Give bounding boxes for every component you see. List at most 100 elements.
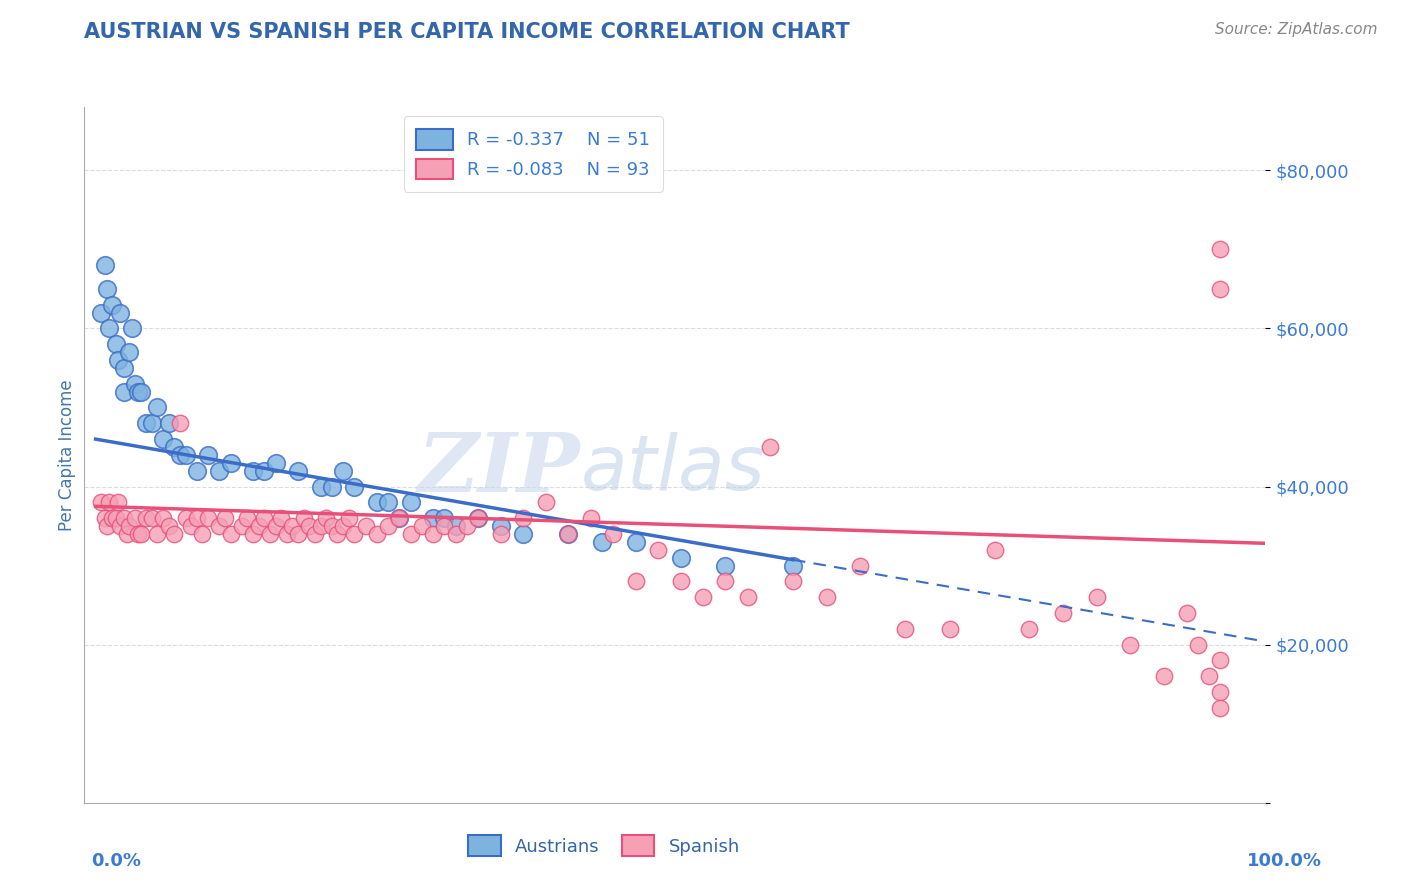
- Point: [101, 511, 124, 525]
- Point: [579, 511, 602, 525]
- Point: [366, 527, 388, 541]
- Point: [253, 511, 276, 525]
- Point: [1052, 606, 1074, 620]
- Point: [180, 519, 202, 533]
- Point: [90, 495, 112, 509]
- Point: [90, 305, 112, 319]
- Point: [129, 384, 152, 399]
- Point: [259, 527, 281, 541]
- Point: [422, 527, 444, 541]
- Point: [422, 511, 444, 525]
- Point: [191, 527, 214, 541]
- Point: [399, 495, 422, 509]
- Point: [124, 376, 146, 391]
- Point: [894, 622, 917, 636]
- Point: [124, 511, 146, 525]
- Point: [287, 527, 309, 541]
- Point: [399, 527, 422, 541]
- Point: [456, 519, 478, 533]
- Point: [163, 440, 186, 454]
- Point: [298, 519, 321, 533]
- Point: [321, 519, 343, 533]
- Point: [281, 519, 304, 533]
- Point: [101, 298, 124, 312]
- Point: [208, 464, 231, 478]
- Point: [1209, 243, 1232, 257]
- Point: [112, 511, 135, 525]
- Point: [444, 519, 467, 533]
- Point: [219, 456, 242, 470]
- Point: [1209, 653, 1232, 667]
- Point: [127, 527, 149, 541]
- Point: [141, 511, 163, 525]
- Point: [292, 511, 315, 525]
- Point: [93, 511, 115, 525]
- Point: [157, 519, 180, 533]
- Point: [219, 527, 242, 541]
- Point: [174, 448, 197, 462]
- Point: [692, 591, 714, 605]
- Point: [1209, 701, 1232, 715]
- Point: [1175, 606, 1198, 620]
- Point: [96, 519, 118, 533]
- Point: [276, 527, 298, 541]
- Point: [759, 440, 782, 454]
- Point: [115, 527, 138, 541]
- Point: [242, 464, 264, 478]
- Point: [354, 519, 377, 533]
- Text: atlas: atlas: [581, 432, 765, 506]
- Point: [169, 417, 191, 431]
- Point: [309, 519, 332, 533]
- Legend: Austrians, Spanish: Austrians, Spanish: [461, 828, 747, 863]
- Point: [366, 495, 388, 509]
- Point: [1209, 282, 1232, 296]
- Point: [343, 479, 366, 493]
- Text: ZIP: ZIP: [418, 429, 581, 508]
- Point: [287, 464, 309, 478]
- Point: [264, 519, 287, 533]
- Point: [98, 495, 121, 509]
- Point: [174, 511, 197, 525]
- Point: [146, 401, 169, 415]
- Y-axis label: Per Capita Income: Per Capita Income: [58, 379, 76, 531]
- Point: [129, 527, 152, 541]
- Point: [321, 479, 343, 493]
- Point: [669, 550, 692, 565]
- Point: [1153, 669, 1175, 683]
- Point: [104, 511, 127, 525]
- Point: [1209, 685, 1232, 699]
- Point: [377, 519, 399, 533]
- Point: [253, 464, 276, 478]
- Point: [782, 574, 804, 589]
- Point: [326, 527, 349, 541]
- Point: [107, 495, 129, 509]
- Point: [157, 417, 180, 431]
- Point: [186, 511, 208, 525]
- Point: [332, 464, 354, 478]
- Point: [127, 384, 149, 399]
- Point: [624, 574, 647, 589]
- Text: 100.0%: 100.0%: [1247, 852, 1322, 870]
- Point: [1018, 622, 1040, 636]
- Point: [112, 361, 135, 376]
- Point: [647, 542, 669, 557]
- Point: [984, 542, 1007, 557]
- Point: [557, 527, 579, 541]
- Point: [467, 511, 489, 525]
- Point: [186, 464, 208, 478]
- Point: [96, 282, 118, 296]
- Point: [135, 417, 157, 431]
- Point: [163, 527, 186, 541]
- Point: [1119, 638, 1142, 652]
- Point: [197, 448, 219, 462]
- Point: [467, 511, 489, 525]
- Text: AUSTRIAN VS SPANISH PER CAPITA INCOME CORRELATION CHART: AUSTRIAN VS SPANISH PER CAPITA INCOME CO…: [84, 22, 851, 42]
- Point: [141, 417, 163, 431]
- Point: [1187, 638, 1209, 652]
- Point: [388, 511, 411, 525]
- Text: 0.0%: 0.0%: [91, 852, 142, 870]
- Point: [939, 622, 962, 636]
- Text: Source: ZipAtlas.com: Source: ZipAtlas.com: [1215, 22, 1378, 37]
- Point: [107, 353, 129, 368]
- Point: [242, 527, 264, 541]
